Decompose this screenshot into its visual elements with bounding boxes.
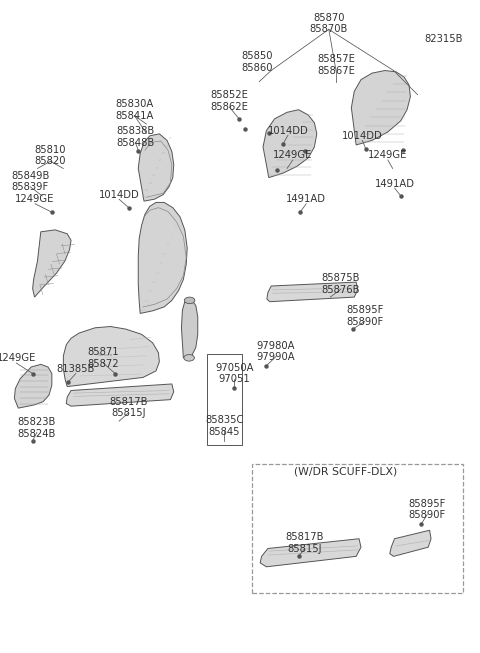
Text: 85817B
85815J: 85817B 85815J xyxy=(109,396,148,419)
Text: 1491AD: 1491AD xyxy=(286,194,326,204)
Text: 1014DD: 1014DD xyxy=(99,189,139,200)
Text: (W/DR SCUFF-DLX): (W/DR SCUFF-DLX) xyxy=(294,466,397,477)
Text: 1249GE: 1249GE xyxy=(15,194,55,204)
Polygon shape xyxy=(260,539,361,567)
Text: 85871
85872: 85871 85872 xyxy=(87,347,119,369)
Text: 85817B
85815J: 85817B 85815J xyxy=(286,532,324,554)
Polygon shape xyxy=(351,71,410,145)
Ellipse shape xyxy=(184,297,195,304)
Text: 1491AD: 1491AD xyxy=(374,179,415,189)
Text: 85870
85870B: 85870 85870B xyxy=(310,12,348,35)
Bar xyxy=(207,354,242,445)
Text: 85823B
85824B: 85823B 85824B xyxy=(18,417,56,439)
Text: 1249GE: 1249GE xyxy=(368,150,408,161)
Text: 1014DD: 1014DD xyxy=(268,125,308,136)
Polygon shape xyxy=(66,384,174,406)
Text: 85835C
85845: 85835C 85845 xyxy=(205,415,243,437)
Text: 85895F
85890F: 85895F 85890F xyxy=(408,498,446,520)
Polygon shape xyxy=(33,230,71,297)
Polygon shape xyxy=(390,530,431,556)
Text: 85838B
85848B: 85838B 85848B xyxy=(116,126,155,148)
Polygon shape xyxy=(138,202,187,313)
Text: 97050A
97051: 97050A 97051 xyxy=(215,362,253,385)
Text: Sonata: Sonata xyxy=(98,353,113,357)
Text: 1249GE: 1249GE xyxy=(0,353,36,363)
Text: 1249GE: 1249GE xyxy=(273,150,312,161)
Text: 85895F
85890F: 85895F 85890F xyxy=(346,305,384,327)
Text: 1014DD: 1014DD xyxy=(342,131,383,141)
Polygon shape xyxy=(263,110,317,178)
Polygon shape xyxy=(138,134,174,201)
Text: 85850
85860: 85850 85860 xyxy=(241,51,273,73)
Text: 97980A
97990A: 97980A 97990A xyxy=(257,340,295,362)
Text: 85875B
85876B: 85875B 85876B xyxy=(322,273,360,295)
Text: 85830A
85841A: 85830A 85841A xyxy=(115,99,154,121)
Text: 85849B
85839F: 85849B 85839F xyxy=(11,170,49,193)
Text: 85857E
85867E: 85857E 85867E xyxy=(317,54,355,76)
Text: 85852E
85862E: 85852E 85862E xyxy=(211,90,248,112)
Bar xyxy=(252,464,463,593)
Polygon shape xyxy=(181,300,198,358)
Polygon shape xyxy=(267,282,358,302)
Text: 82315B: 82315B xyxy=(425,34,463,44)
Ellipse shape xyxy=(184,355,194,361)
Text: 85810
85820: 85810 85820 xyxy=(35,144,66,167)
Polygon shape xyxy=(14,364,52,408)
Text: 81385B: 81385B xyxy=(57,364,95,374)
Polygon shape xyxy=(63,326,159,387)
